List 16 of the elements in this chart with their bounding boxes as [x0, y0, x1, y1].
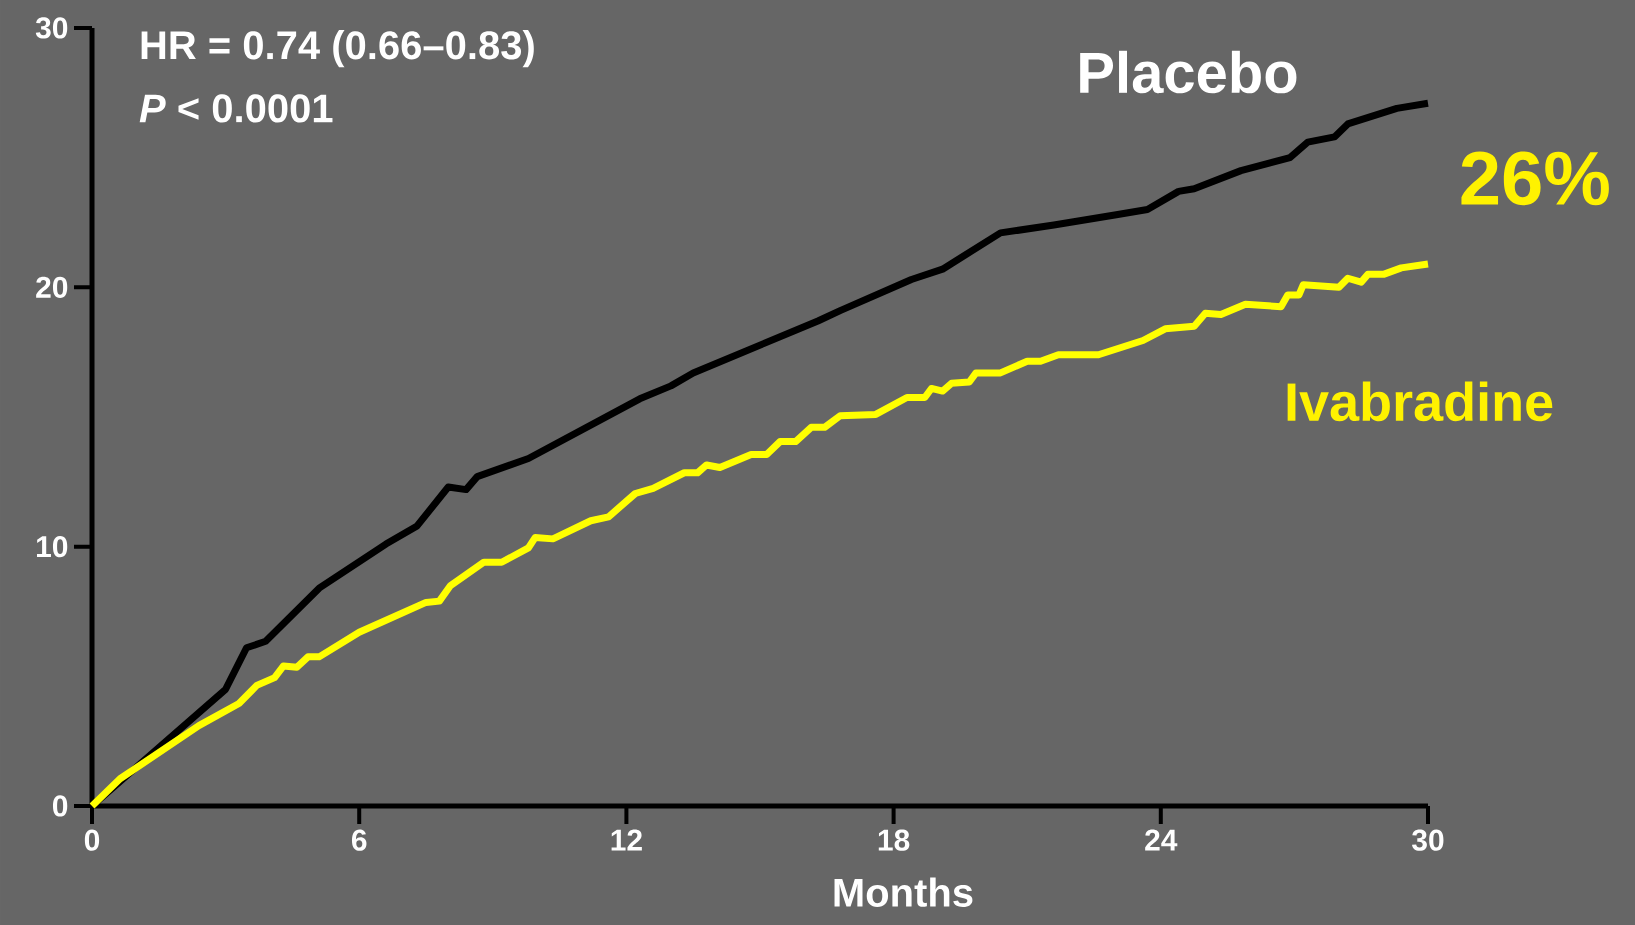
series-label: Placebo	[1080, 50, 1297, 94]
series-label: Ivabradine	[1287, 381, 1553, 422]
x-axis-title: Months	[834, 877, 973, 907]
x-tick-label: 0	[84, 829, 100, 851]
annotation: P < 0.0001	[139, 94, 333, 123]
x-tick-label: 12	[611, 829, 642, 851]
annotation: HR = 0.74 (0.66–0.83)	[141, 30, 534, 68]
x-tick-label: 30	[1412, 829, 1444, 851]
x-tick-label: 24	[1145, 829, 1178, 851]
text: 26%	[1461, 151, 1609, 206]
y-tick-label: 0	[52, 795, 68, 817]
y-tick-label: 30	[35, 17, 68, 39]
x-tick-label: 18	[878, 829, 910, 851]
y-tick-label: 20	[36, 276, 68, 298]
x-tick-label: 6	[351, 829, 367, 851]
y-tick-label: 10	[36, 536, 68, 558]
